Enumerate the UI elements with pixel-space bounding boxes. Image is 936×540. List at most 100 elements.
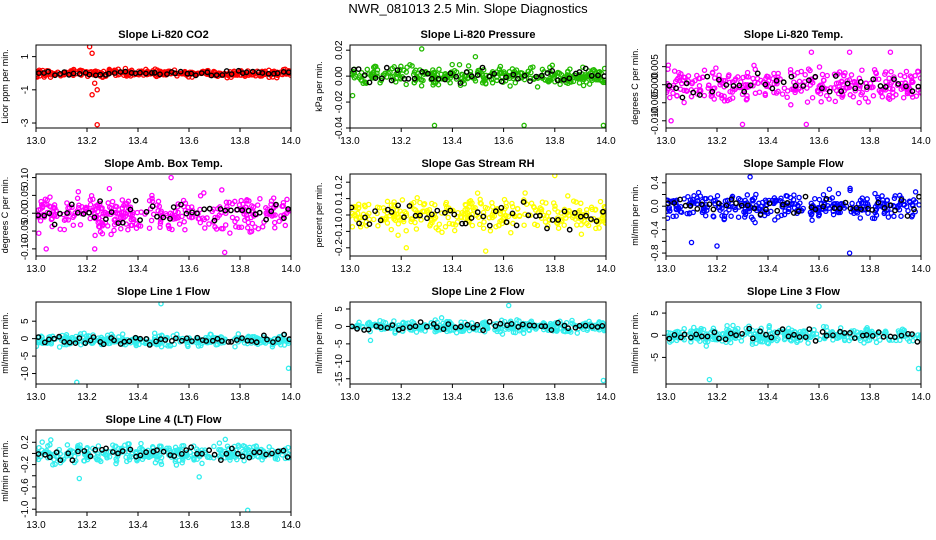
reference-point [716, 335, 722, 342]
reference-point [673, 85, 679, 92]
outlier-point [808, 49, 815, 55]
data-point [466, 327, 473, 334]
reference-point [709, 88, 716, 95]
data-point [238, 224, 245, 230]
reference-point [160, 448, 167, 455]
data-point [749, 197, 756, 204]
reference-point [243, 69, 250, 76]
data-point [530, 64, 536, 70]
data-point [226, 199, 232, 206]
outlier-point [846, 49, 853, 55]
reference-point [716, 200, 722, 207]
y-tick-label: -0.005 [650, 88, 661, 117]
data-point [808, 212, 815, 218]
data-point [815, 209, 822, 216]
reference-point [812, 206, 819, 213]
reference-point [588, 72, 595, 79]
reference-point [875, 199, 882, 206]
y-tick-label: 0.000 [650, 72, 661, 97]
reference-point [498, 204, 505, 211]
reference-point [576, 69, 583, 75]
data-point [809, 217, 815, 223]
reference-point [723, 82, 730, 88]
data-point [865, 99, 871, 105]
data-point [507, 318, 514, 324]
data-point [513, 67, 520, 73]
reference-point [228, 71, 235, 78]
data-point [546, 217, 553, 223]
reference-point [378, 75, 385, 82]
data-point [489, 211, 496, 218]
data-point [804, 99, 811, 105]
data-point [370, 216, 377, 223]
data-point [106, 454, 113, 460]
reference-point [209, 337, 216, 344]
data-point [763, 334, 769, 341]
data-point [232, 218, 238, 225]
reference-point [492, 208, 499, 215]
reference-point [249, 68, 256, 75]
reference-point [350, 204, 355, 211]
data-point [122, 442, 128, 448]
data-point [75, 188, 82, 195]
data-point [758, 325, 764, 332]
data-point [812, 195, 818, 202]
data-point [873, 212, 880, 218]
data-point [904, 90, 911, 97]
reference-point [566, 226, 573, 233]
outlier-point [714, 243, 720, 249]
reference-point [143, 335, 150, 342]
reference-point [70, 70, 77, 77]
data-point [364, 66, 371, 73]
reference-point [531, 322, 538, 329]
data-point [702, 212, 709, 219]
data-point [252, 224, 258, 230]
data-point [199, 460, 205, 467]
data-point [798, 88, 804, 94]
x-tick-label: 13.0 [26, 136, 46, 147]
reference-point [486, 73, 493, 80]
reference-point [453, 73, 460, 80]
reference-point [474, 321, 481, 328]
reference-point [875, 329, 882, 336]
data-point [138, 209, 144, 215]
reference-point [583, 212, 589, 219]
reference-point [544, 225, 550, 232]
reference-point [820, 203, 826, 210]
reference-point [457, 80, 464, 86]
data-point [916, 202, 921, 208]
y-axis-label: degrees C per min. [0, 177, 10, 254]
data-point [678, 209, 685, 215]
data-point [809, 94, 816, 101]
data-point [94, 202, 101, 209]
data-point [127, 204, 134, 210]
data-point [671, 68, 678, 74]
data-point [852, 79, 858, 86]
outlier-point [74, 379, 80, 384]
reference-point [791, 331, 797, 338]
reference-point [763, 206, 769, 213]
reference-point [749, 335, 756, 342]
data-point [50, 204, 57, 211]
data-point [224, 74, 230, 81]
reference-point [492, 323, 499, 329]
plot-frame [349, 301, 607, 385]
reference-point [366, 79, 373, 86]
y-tick-label: -5 [650, 353, 661, 362]
outlier-point [86, 45, 93, 50]
x-tick-label: 13.4 [758, 136, 778, 147]
data-point [580, 64, 586, 70]
data-point [897, 337, 903, 344]
data-point [576, 80, 583, 86]
reference-point [275, 448, 281, 455]
x-tick-label: 13.8 [230, 520, 250, 531]
y-tick-label: -1 [20, 85, 31, 94]
data-point [119, 197, 126, 203]
data-point [65, 217, 72, 223]
data-point [272, 212, 278, 218]
data-point [836, 69, 843, 75]
data-point [848, 72, 855, 78]
reference-point [80, 211, 87, 217]
reference-point [599, 322, 606, 329]
y-tick-label: 0 [20, 335, 31, 341]
